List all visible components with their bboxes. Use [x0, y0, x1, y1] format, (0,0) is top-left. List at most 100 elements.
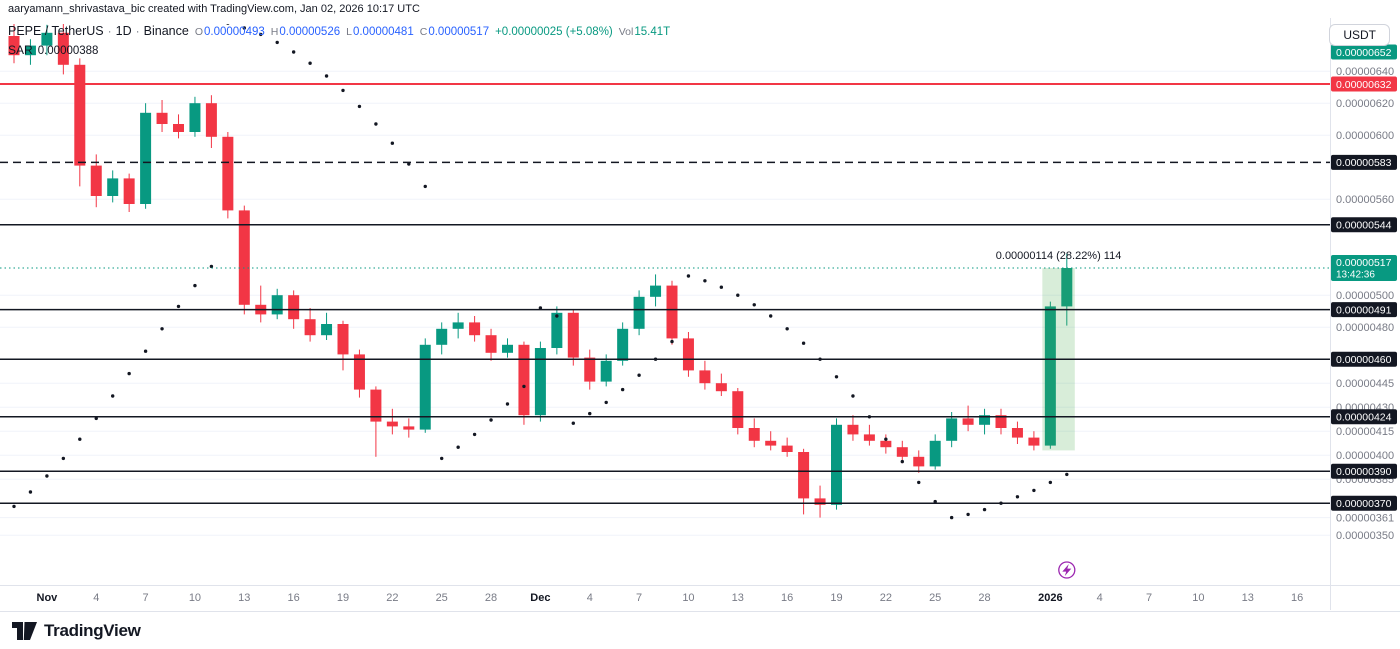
candle-body [781, 445, 793, 452]
time-axis-label: 28 [485, 592, 497, 604]
candle-body [1061, 268, 1073, 307]
sar-dot [111, 394, 115, 398]
candle-body [386, 421, 398, 427]
sar-dot [143, 349, 148, 353]
candle-body [353, 354, 365, 390]
symbol-legend-row: PEPE / TetherUS · 1D · Binance O0.00000493 H0.… [8, 22, 670, 41]
sar-dot [538, 306, 543, 310]
sar-dot [1048, 480, 1053, 485]
time-axis-label: 2026 [1038, 592, 1062, 604]
candle-body [173, 124, 184, 132]
candle-body [962, 418, 974, 425]
sar-dot [604, 400, 608, 405]
candle-body [847, 424, 859, 435]
candle-body [436, 328, 448, 345]
candle-body [814, 498, 826, 505]
measure-label: 0.00000114 (28.22%) 114 [996, 250, 1122, 262]
candle-body [929, 440, 941, 467]
separator-dot: · [135, 24, 140, 38]
sar-dot [127, 371, 131, 376]
sar-dot [966, 512, 970, 517]
grid-lines [0, 70, 1330, 536]
close-label: C [419, 26, 428, 38]
candle-body [156, 112, 168, 124]
sar-dot [390, 141, 395, 145]
currency-toggle-button[interactable]: USDT [1329, 24, 1390, 46]
time-axis-label: 13 [238, 592, 250, 604]
time-axis-label: 22 [386, 592, 398, 604]
candle-body [798, 452, 810, 499]
candle-body [140, 112, 152, 204]
indicator-legend-row: SAR 0.00000388 [8, 41, 670, 60]
low-label: L [346, 26, 352, 38]
high-label: H [270, 26, 279, 38]
volume-value: 15.41T [634, 26, 671, 38]
price-axis-label: 0.00000400 [1336, 450, 1394, 462]
candle-body [57, 32, 69, 65]
sar-dot [917, 480, 921, 485]
sar-dot [341, 88, 345, 93]
price-axis-label: 0.00000600 [1336, 130, 1394, 142]
tradingview-logo-icon[interactable] [12, 621, 37, 640]
candle-body [979, 415, 991, 425]
candle-body [896, 447, 908, 457]
countdown-label: 13:42:36 [1336, 270, 1375, 281]
time-axis-label: 10 [682, 592, 694, 604]
sar-dot [703, 279, 707, 283]
lightning-event-icon[interactable] [1058, 561, 1076, 579]
symbol-name[interactable]: PEPE / TetherUS [8, 24, 104, 38]
sar-dot [176, 304, 181, 309]
level-price-badge [1331, 463, 1397, 479]
interval-label[interactable]: 1D [115, 24, 132, 38]
sar-dot [259, 32, 263, 37]
sar-dot [571, 421, 575, 425]
candle-body [485, 335, 497, 353]
sar-dot [949, 515, 954, 520]
tradingview-logo-glyph [12, 621, 37, 640]
candle-body [74, 64, 86, 166]
candle-body [617, 328, 629, 361]
sar-dot [851, 394, 855, 398]
level-price-badge [1331, 217, 1397, 233]
time-axis-label: 4 [93, 592, 99, 604]
sar-layer [12, 24, 1069, 520]
sar-dot [620, 387, 625, 392]
level-badge-label: 0.00000390 [1336, 466, 1392, 478]
sar-dot [357, 104, 362, 109]
sar-dot [160, 327, 164, 331]
tradingview-wordmark[interactable]: TradingView [44, 620, 141, 640]
sar-dot [719, 285, 724, 289]
sar-dot [505, 402, 510, 406]
candle-body [370, 389, 382, 422]
candle-body [288, 295, 300, 320]
time-axis-label: 19 [830, 592, 842, 604]
candle-body [337, 324, 349, 355]
sar-dot [933, 499, 937, 504]
level-badge-label: 0.00000491 [1336, 304, 1392, 316]
time-axis-label: 19 [337, 592, 349, 604]
time-axis-label: 13 [1242, 592, 1254, 604]
time-axis[interactable] [0, 586, 1400, 610]
candle-body [1028, 437, 1040, 446]
indicator-name[interactable]: SAR [8, 43, 33, 57]
sar-dot [45, 474, 49, 478]
indicator-value: 0.00000388 [37, 45, 99, 57]
time-axis-label: 22 [880, 592, 892, 604]
candle-body [650, 285, 662, 297]
candle-body [831, 424, 842, 505]
sar-dot [226, 24, 230, 25]
sar-dot [242, 26, 246, 30]
candle-body [567, 312, 579, 358]
sar-dot [291, 50, 296, 54]
plot-area [8, 24, 1075, 520]
candle-body [913, 456, 925, 467]
candles-layer [8, 24, 1073, 518]
candle-body [682, 338, 694, 371]
level-price-badge [1331, 154, 1397, 170]
candle-body [41, 32, 53, 46]
volume-label: Vol [618, 26, 634, 38]
candle-body [732, 391, 744, 428]
candle-body [995, 415, 1007, 428]
